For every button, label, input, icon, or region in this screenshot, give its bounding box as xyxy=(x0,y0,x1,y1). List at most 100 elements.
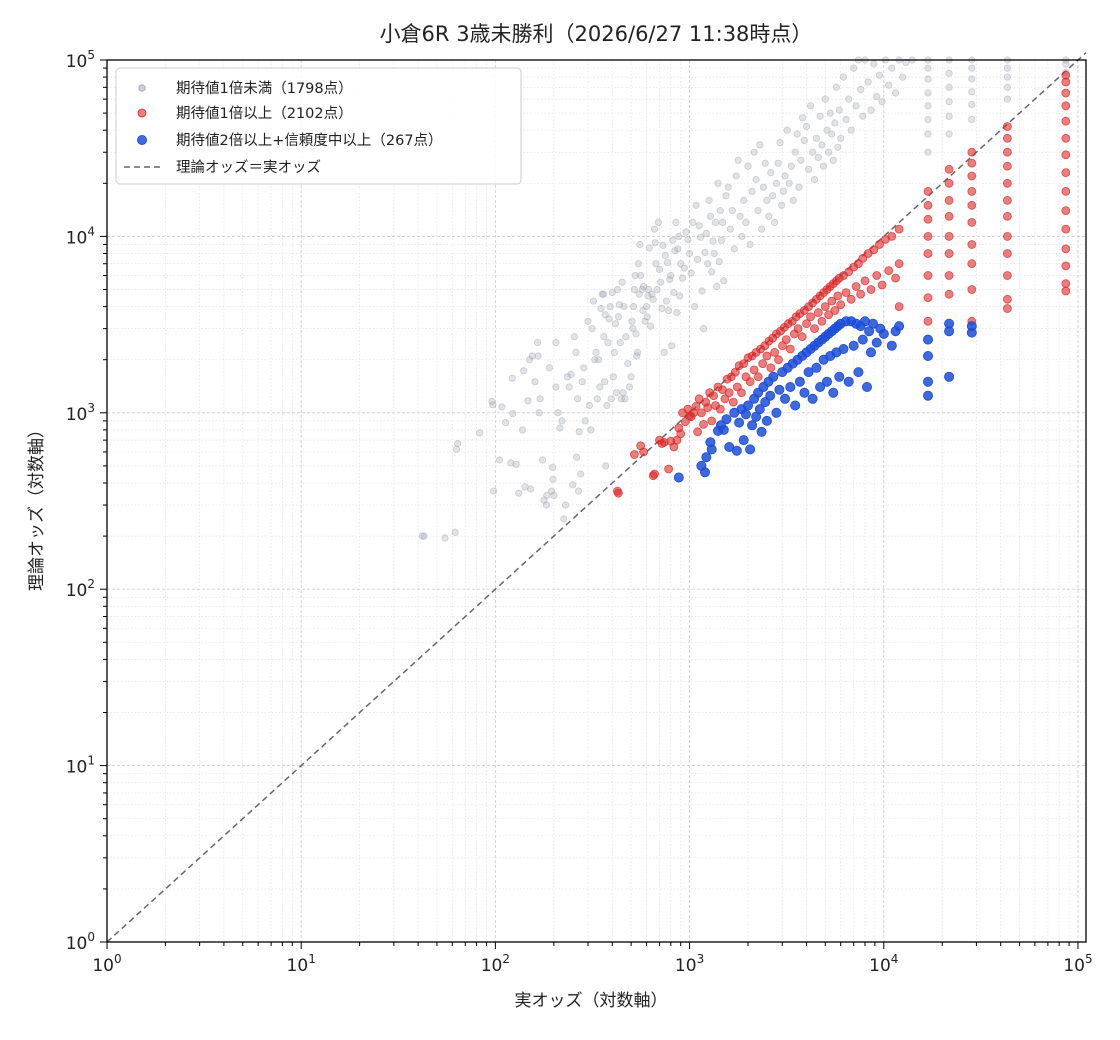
data-point xyxy=(603,401,611,410)
data-point xyxy=(944,289,954,299)
data-point xyxy=(664,464,673,474)
data-point xyxy=(676,292,684,300)
y-tick-label: 102 xyxy=(66,577,95,601)
data-point xyxy=(770,218,779,226)
data-point xyxy=(703,403,713,413)
data-point xyxy=(629,302,638,311)
data-point xyxy=(1003,64,1012,72)
data-point xyxy=(968,115,976,124)
grid xyxy=(106,59,1086,943)
data-point xyxy=(923,390,934,401)
data-point xyxy=(663,258,672,267)
data-point xyxy=(675,232,683,240)
data-point xyxy=(676,429,686,439)
data-point xyxy=(856,85,865,94)
data-point xyxy=(745,377,755,387)
data-point xyxy=(672,218,680,226)
data-point xyxy=(701,452,712,463)
data-point xyxy=(670,288,678,297)
data-point xyxy=(715,404,725,414)
data-point xyxy=(924,64,932,72)
data-point xyxy=(802,122,811,131)
data-point xyxy=(816,112,824,120)
data-point xyxy=(1003,161,1012,171)
data-point xyxy=(740,409,751,420)
data-point xyxy=(644,292,652,300)
data-point xyxy=(1061,224,1071,234)
data-point xyxy=(619,389,627,397)
data-point xyxy=(945,69,953,78)
data-point xyxy=(888,64,896,72)
data-point xyxy=(887,231,897,241)
data-point xyxy=(597,304,605,313)
data-point xyxy=(819,162,828,170)
data-point xyxy=(1003,133,1012,143)
data-point xyxy=(720,277,728,285)
data-point xyxy=(476,429,484,437)
x-tick-label: 100 xyxy=(92,952,121,976)
data-point xyxy=(833,291,843,301)
data-point xyxy=(682,228,690,236)
data-point xyxy=(793,130,801,138)
data-point xyxy=(724,388,734,398)
data-point xyxy=(829,156,837,164)
data-point xyxy=(1003,304,1012,313)
data-point xyxy=(655,265,664,273)
data-point xyxy=(600,378,609,386)
data-point xyxy=(1003,249,1012,258)
data-point xyxy=(632,330,640,338)
data-point xyxy=(872,271,882,280)
reference-line-path xyxy=(106,52,1087,943)
data-point xyxy=(648,290,656,298)
data-point xyxy=(692,201,700,209)
data-point xyxy=(810,176,819,184)
data-point xyxy=(558,417,566,425)
data-point xyxy=(866,285,876,294)
data-point xyxy=(512,460,520,468)
data-point xyxy=(629,324,637,333)
data-point xyxy=(822,376,833,387)
reference-line xyxy=(106,52,1087,943)
data-point xyxy=(660,348,668,356)
data-point xyxy=(573,395,582,403)
axis-ticks xyxy=(100,59,1079,949)
data-point xyxy=(923,293,933,303)
legend-label: 理論オッズ＝実オッズ xyxy=(176,159,321,176)
data-point xyxy=(696,233,705,241)
data-point xyxy=(635,290,643,298)
data-point xyxy=(740,196,748,204)
data-point xyxy=(806,312,815,322)
data-point xyxy=(524,397,532,405)
data-point xyxy=(944,178,954,188)
data-point xyxy=(574,487,583,495)
legend-marker xyxy=(137,108,147,118)
data-point xyxy=(698,287,706,295)
data-point xyxy=(811,362,822,373)
data-point xyxy=(643,313,651,321)
data-point xyxy=(598,290,606,298)
data-point xyxy=(730,245,738,253)
data-point xyxy=(722,192,730,200)
data-point xyxy=(1061,244,1071,254)
data-point xyxy=(968,75,976,83)
data-point xyxy=(781,172,789,180)
data-point xyxy=(730,367,740,377)
data-point xyxy=(611,320,620,328)
data-point xyxy=(645,244,653,252)
data-point xyxy=(856,289,865,299)
data-point xyxy=(697,408,706,418)
data-point xyxy=(837,134,845,142)
data-point xyxy=(851,282,861,291)
data-point xyxy=(638,285,646,294)
data-point xyxy=(620,302,628,311)
data-point xyxy=(791,148,799,156)
data-point xyxy=(1061,186,1071,196)
data-point xyxy=(1061,101,1071,111)
data-point xyxy=(630,450,639,459)
data-point xyxy=(794,376,805,387)
data-point xyxy=(673,472,684,483)
data-point xyxy=(742,218,750,226)
data-point xyxy=(1003,294,1012,304)
data-point xyxy=(515,489,523,497)
data-point xyxy=(678,274,687,282)
